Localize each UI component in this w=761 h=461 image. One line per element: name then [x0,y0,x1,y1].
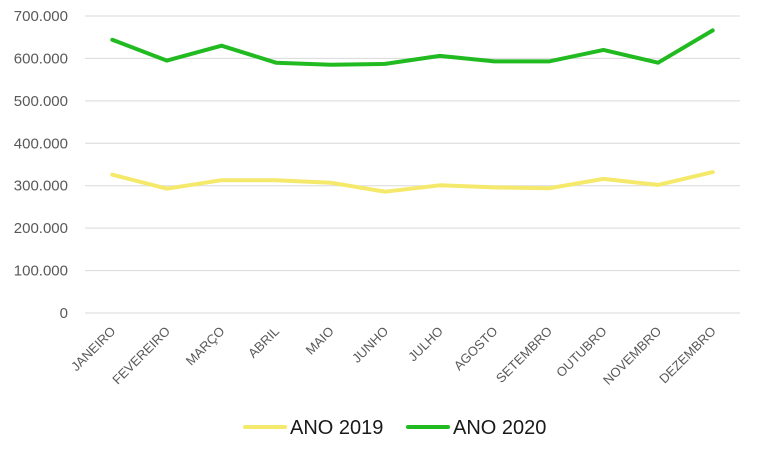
y-tick-label: 500.000 [14,93,68,110]
y-tick-label: 0 [60,305,68,322]
x-tick-label: ABRIL [245,324,282,361]
x-tick-label: OUTUBRO [553,324,610,381]
y-tick-label: 600.000 [14,50,68,67]
legend-label: ANO 2020 [453,417,546,439]
y-tick-label: 300.000 [14,178,68,195]
x-tick-label: MARÇO [183,324,228,369]
x-tick-label: JUNHO [349,324,391,366]
series-lines [110,28,715,194]
legend-label: ANO 2019 [290,417,383,439]
x-tick-label: SETEMBRO [493,324,555,386]
y-tick-label: 200.000 [14,220,68,237]
y-tick-label: 400.000 [14,135,68,152]
x-tick-label: JANEIRO [68,324,118,374]
x-tick-label: FEVEREIRO [109,324,173,388]
series-line-2 [110,28,715,67]
x-tick-label: JULHO [405,324,446,365]
y-tick-label: 700.000 [14,8,68,25]
series-line-1 [110,170,715,194]
x-tick-label: DEZEMBRO [656,324,719,387]
x-tick-label: AGOSTO [451,324,501,374]
x-tick-label: MAIO [303,324,337,358]
y-axis-ticks: 0 100.000 200.000 300.000 400.000 500.000 600.… [14,8,68,322]
y-tick-label: 100.000 [14,263,68,280]
x-tick-label: NOVEMBRO [600,324,664,388]
legend: ANO 2019 ANO 2020 [243,417,546,439]
